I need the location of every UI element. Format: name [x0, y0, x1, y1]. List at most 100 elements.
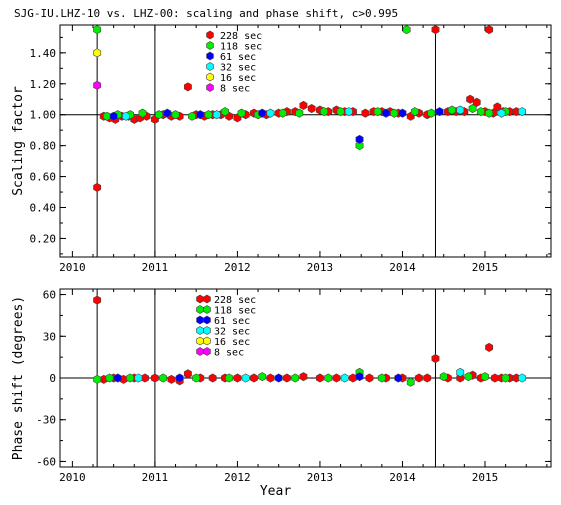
scaling-point [390, 108, 399, 118]
scaling-x-tick-label: 2015 [472, 261, 499, 274]
phase-point [464, 372, 473, 382]
scaling-y-tick-label: 1.00 [30, 109, 57, 122]
phase-point [150, 373, 159, 383]
phase-point [501, 373, 510, 383]
scaling-point [431, 25, 440, 35]
phase-point [126, 373, 135, 383]
phase-point [377, 373, 386, 383]
scaling-point [518, 107, 527, 117]
phase-point [355, 372, 364, 382]
phase-legend-marker [203, 326, 211, 335]
scaling-point [266, 108, 275, 118]
scaling-legend-label: 32 sec [220, 63, 256, 74]
scaling-point [320, 107, 329, 117]
phase-point [105, 373, 114, 383]
phase-legend-marker [203, 336, 211, 346]
scaling-point [188, 111, 196, 121]
phase-legend-marker [203, 347, 211, 356]
phase-y-tick-label: 30 [43, 330, 56, 343]
scaling-legend-marker [206, 72, 214, 82]
phase-point [192, 373, 201, 383]
phase-point [167, 374, 176, 384]
phase-point [518, 373, 527, 383]
scaling-legend-label: 8 sec [220, 84, 250, 95]
phase-point [175, 373, 184, 383]
scaling-legend-marker [206, 51, 214, 61]
scaling-legend-marker [206, 62, 214, 71]
scaling-point [93, 25, 102, 35]
phase-y-tick-label: 0 [49, 372, 56, 385]
scaling-point [468, 103, 477, 114]
phase-point [208, 373, 217, 383]
scaling-y-axis-label: Scaling factor [11, 86, 26, 196]
scaling-point [93, 182, 102, 192]
scaling-point [93, 80, 102, 90]
phase-point [274, 373, 283, 383]
phase-point [93, 374, 102, 384]
phase-legend-marker [196, 294, 204, 304]
scaling-point [485, 25, 494, 35]
phase-point [134, 373, 143, 383]
phase-point [241, 373, 250, 383]
phase-legend-marker [196, 326, 204, 335]
scaling-point [258, 108, 267, 118]
phase-legend-marker [196, 315, 204, 325]
scaling-legend-label: 228 sec [220, 31, 262, 42]
scaling-legend-marker [206, 30, 214, 40]
scaling-panel: 2010 2011 2012 2013 2014 2015 0.20 0.40 0.60 0.80… [11, 24, 552, 274]
scaling-point [456, 105, 465, 115]
scaling-point [103, 111, 111, 121]
phase-x-tick-label: 2013 [307, 471, 334, 484]
scaling-x-tick-label: 2010 [59, 261, 86, 274]
scaling-point [448, 105, 456, 115]
phase-legend-marker [196, 305, 204, 314]
phase-y-tick-label: -30 [36, 414, 56, 427]
scaling-point [138, 108, 147, 118]
phase-legend-marker [203, 294, 211, 304]
scaling-point [237, 108, 246, 118]
phase-point [233, 373, 242, 383]
scaling-x-tick-label: 2012 [224, 261, 251, 274]
scaling-point [497, 108, 506, 118]
scaling-y-tick-label: 1.40 [30, 47, 57, 60]
scaling-legend-marker [206, 83, 214, 92]
phase-y-tick-label: -60 [36, 455, 56, 468]
phase-x-tick-label: 2010 [59, 471, 86, 484]
scaling-legend-label: 16 sec [220, 73, 256, 84]
scaling-point [476, 107, 485, 117]
phase-point [324, 373, 333, 383]
phase-legend-label: 61 sec [214, 316, 250, 327]
scaling-point [122, 111, 130, 121]
phase-point [423, 373, 432, 383]
scaling-point [485, 108, 494, 118]
scaling-point [466, 94, 475, 104]
phase-point [349, 373, 357, 383]
scaling-point [307, 103, 316, 114]
phase-point [481, 372, 489, 382]
scaling-legend-label: 118 sec [220, 42, 262, 53]
scaling-point [299, 100, 308, 110]
phase-point [415, 373, 423, 383]
scaling-point [493, 102, 502, 112]
scaling-point [196, 110, 205, 120]
phase-point [93, 295, 102, 305]
scaling-point [361, 108, 370, 118]
chart-title: SJG-IU.LHZ-10 vs. LHZ-00: scaling and ph… [14, 7, 398, 20]
phase-point [485, 342, 494, 352]
scaling-y-tick-label: 0.20 [30, 232, 57, 245]
scaling-point [435, 107, 444, 117]
phase-legend-label: 16 sec [214, 337, 250, 348]
phase-point [299, 372, 308, 382]
phase-legend-marker [196, 336, 204, 346]
phase-y-axis-label: Phase shift (degrees) [11, 296, 26, 460]
phase-legend-label: 118 sec [214, 306, 256, 317]
phase-panel: 2010 2011 2012 2013 2014 2015 -60 -30 0 30 60 Phase… [11, 288, 552, 499]
scaling-legend-marker [206, 41, 214, 50]
phase-x-axis-label: Year [260, 484, 291, 499]
scaling-point [212, 110, 221, 120]
scaling-point [171, 110, 180, 120]
scaling-point [109, 111, 118, 121]
scaling-point [93, 48, 102, 58]
scaling-point [382, 108, 390, 118]
